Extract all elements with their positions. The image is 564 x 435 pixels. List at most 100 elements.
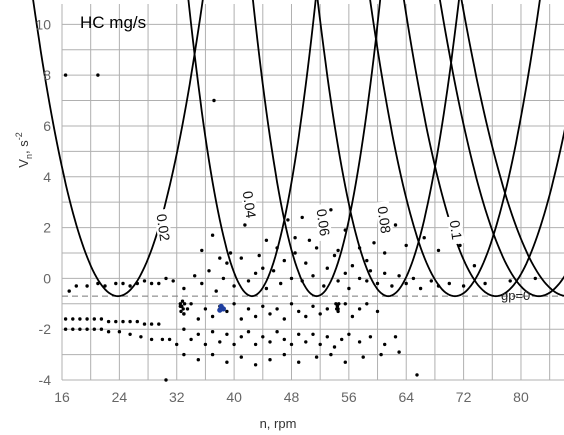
y-tick-label: -4 — [39, 372, 52, 388]
x-tick-label: 56 — [341, 389, 357, 405]
scatter-point — [164, 276, 168, 281]
scatter-point — [85, 317, 89, 321]
x-axis-ticks: 16 24 32 40 48 56 64 72 80 — [54, 389, 529, 405]
scatter-point — [264, 238, 269, 242]
scatter-point — [135, 319, 139, 324]
scatter-point — [343, 360, 347, 364]
scatter-point — [347, 332, 351, 336]
chart-title: HC mg/s — [80, 13, 146, 32]
scatter-point — [149, 337, 154, 342]
scatter-point — [350, 314, 355, 319]
contour-line — [460, 0, 564, 297]
scatter-point — [196, 317, 200, 321]
scatter-point — [246, 307, 251, 311]
scatter-point — [436, 284, 441, 288]
scatter-point — [221, 276, 226, 281]
scatter-point — [458, 243, 462, 248]
x-axis-title: n, rpm — [260, 416, 297, 431]
scatter-point — [142, 279, 147, 283]
scatter-point — [264, 286, 269, 291]
contour-label-backing — [447, 215, 465, 245]
scatter-point — [297, 309, 301, 314]
scatter-point — [228, 251, 233, 255]
scatter-point — [332, 345, 337, 349]
scatter-point — [375, 309, 380, 314]
x-tick-label: 80 — [513, 389, 529, 405]
scatter-point — [182, 286, 186, 291]
scatter-point — [293, 236, 297, 240]
scatter-point — [361, 355, 365, 359]
contour-label-group: 0.02 — [154, 208, 173, 247]
contour-line — [369, 0, 541, 298]
scatter-point — [297, 332, 301, 336]
gp-zero-label: gp=0 — [501, 288, 530, 303]
scatter-point — [99, 317, 104, 321]
scatter-point — [329, 352, 333, 357]
scatter-point — [239, 256, 243, 260]
scatter-point — [175, 342, 179, 347]
contour-label: 0.04 — [240, 190, 260, 219]
scatter-point — [336, 307, 340, 311]
scatter-point — [304, 314, 308, 319]
y-tick-label: 2 — [43, 220, 51, 236]
contour-line — [316, 0, 460, 298]
contour-label-group: 0.08 — [374, 200, 394, 239]
scatter-point — [225, 261, 229, 265]
scatter-point — [335, 304, 340, 308]
scatter-point — [300, 279, 304, 283]
scatter-point — [304, 261, 308, 265]
scatter-point — [390, 284, 394, 288]
scatter-point — [253, 271, 258, 275]
scatter-point — [180, 304, 184, 308]
scatter-point — [383, 251, 387, 255]
scatter-point — [383, 271, 387, 275]
contour-label-group: 0.1 — [447, 215, 466, 245]
scatter-point — [181, 307, 185, 311]
scatter-point — [404, 243, 408, 248]
scatter-point — [239, 335, 243, 339]
scatter-point — [268, 340, 272, 344]
scatter-point — [461, 284, 466, 288]
scatter-point — [375, 281, 380, 286]
scatter-point — [472, 264, 477, 268]
scatter-point — [422, 236, 426, 240]
scatter-point — [483, 281, 487, 286]
scatter-point — [121, 281, 125, 286]
scatter-point — [365, 279, 369, 283]
grid — [61, 4, 564, 381]
scatter-point — [74, 284, 79, 288]
scatter-point — [343, 302, 347, 306]
scatter-point — [167, 337, 172, 342]
scatter-point — [314, 246, 319, 250]
y-axis-ticks: -4 -2 0 2 4 6 8 10 — [35, 16, 51, 388]
scatter-point — [182, 327, 186, 331]
scatter-point — [293, 251, 297, 255]
scatter-point — [318, 342, 322, 347]
scatter-point — [185, 307, 190, 311]
x-tick-label: 48 — [284, 389, 300, 405]
scatter-point-highlight — [217, 307, 223, 313]
scatter-point — [71, 327, 75, 331]
scatter-point — [332, 253, 337, 258]
scatter-point — [182, 312, 186, 316]
scatter-point — [336, 248, 340, 253]
scatter-point — [96, 281, 100, 286]
contour-label: 0.1 — [447, 219, 466, 241]
scatter-point — [275, 246, 279, 250]
x-tick-label: 64 — [398, 389, 414, 405]
scatter-point — [325, 266, 329, 270]
scatter-point — [67, 289, 71, 293]
scatter-point — [357, 246, 362, 250]
scatter-point — [253, 342, 258, 347]
y-axis-title-subscript: n — [24, 154, 34, 159]
scatter-point — [286, 218, 290, 222]
scatter-point — [411, 276, 416, 281]
contour-line — [32, 0, 204, 298]
y-axis-title-unit: s — [16, 140, 31, 147]
scatter-point — [142, 322, 147, 326]
scatter-point — [340, 337, 344, 342]
scatter-point — [225, 332, 229, 336]
scatter-point — [200, 281, 204, 286]
scatter-point — [275, 330, 279, 334]
scatter-point — [193, 274, 197, 278]
